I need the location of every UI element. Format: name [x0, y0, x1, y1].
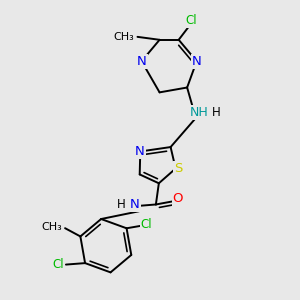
Text: N: N [135, 145, 145, 158]
Text: H: H [116, 198, 125, 211]
Text: Cl: Cl [185, 14, 197, 27]
Text: Cl: Cl [52, 258, 64, 271]
Text: N: N [130, 198, 140, 211]
Text: CH₃: CH₃ [113, 32, 134, 42]
Text: N: N [192, 55, 202, 68]
Text: Cl: Cl [141, 218, 152, 231]
Text: CH₃: CH₃ [41, 222, 62, 232]
Text: S: S [174, 162, 182, 175]
Text: NH: NH [190, 106, 208, 119]
Text: O: O [173, 192, 183, 205]
Text: N: N [137, 55, 146, 68]
Text: H: H [212, 106, 221, 119]
